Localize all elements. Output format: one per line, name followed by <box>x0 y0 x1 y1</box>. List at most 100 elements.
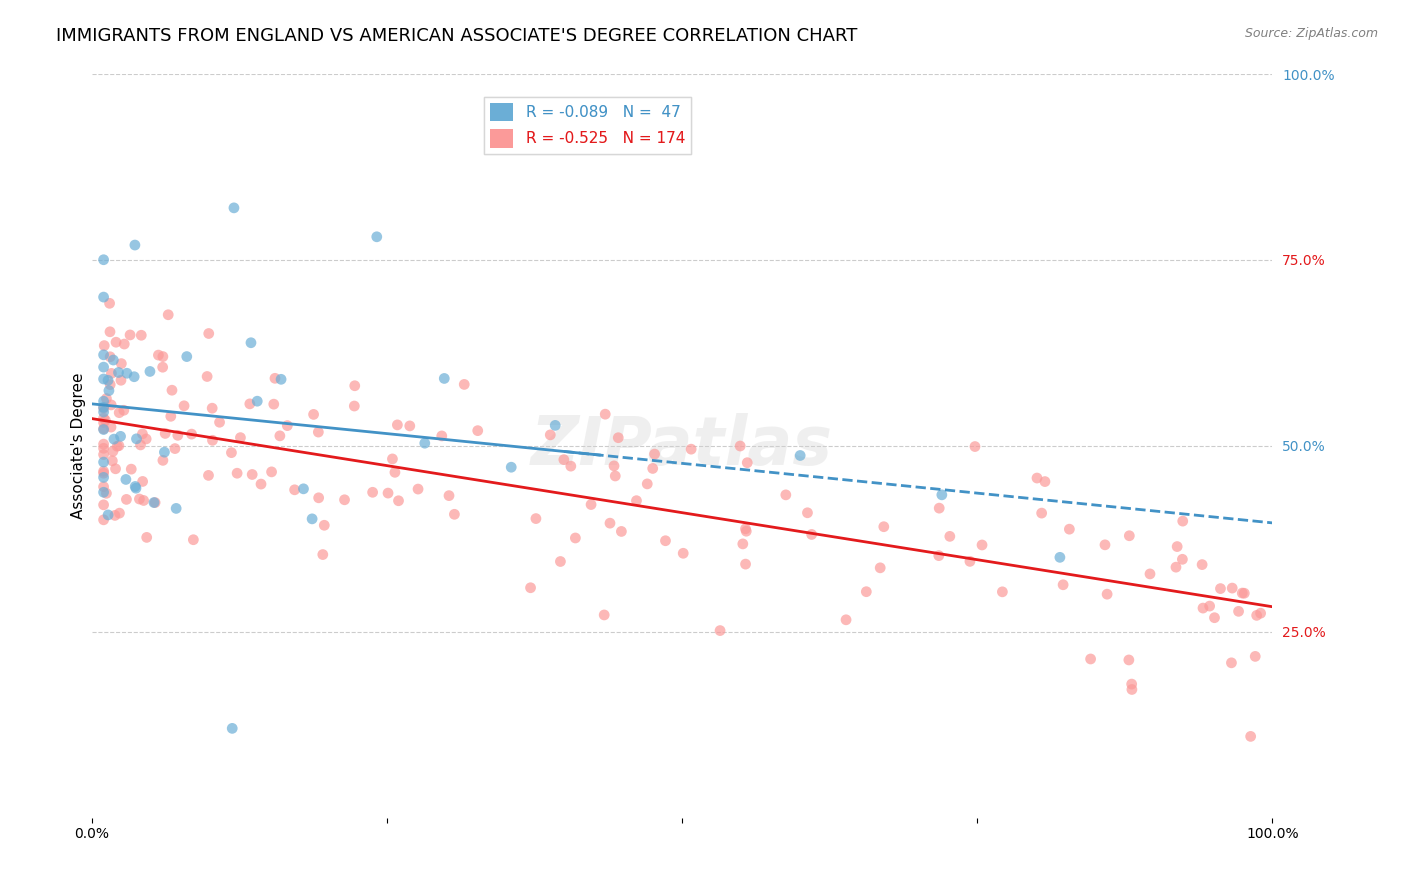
Point <box>1095 587 1118 601</box>
Point <box>1233 586 1256 600</box>
Point <box>93 448 115 462</box>
Point <box>270 372 292 386</box>
Point <box>143 495 166 509</box>
Point <box>195 369 218 384</box>
Point <box>221 445 243 459</box>
Point <box>93 422 115 436</box>
Point <box>104 462 127 476</box>
Point <box>437 489 460 503</box>
Point <box>728 439 751 453</box>
Point <box>654 533 676 548</box>
Point <box>333 492 356 507</box>
Point <box>387 417 409 432</box>
Point <box>110 373 132 387</box>
Point <box>93 498 115 512</box>
Point <box>605 469 627 483</box>
Point <box>1192 601 1215 615</box>
Point <box>93 416 115 430</box>
Point <box>101 454 124 468</box>
Point <box>381 452 404 467</box>
Point <box>124 238 146 252</box>
Point <box>301 512 323 526</box>
Point <box>226 467 249 481</box>
Point <box>173 399 195 413</box>
Point <box>377 486 399 500</box>
Point <box>538 428 561 442</box>
Point <box>1164 560 1187 574</box>
Point <box>308 491 330 505</box>
Point <box>1166 540 1188 554</box>
Point <box>636 476 658 491</box>
Point <box>100 420 122 434</box>
Point <box>264 371 287 385</box>
Point <box>93 455 115 469</box>
Point <box>105 335 128 350</box>
Point <box>239 397 262 411</box>
Point <box>208 415 231 429</box>
Point <box>564 531 586 545</box>
Y-axis label: Associate's Degree: Associate's Degree <box>72 373 86 519</box>
Point <box>524 511 547 525</box>
Point <box>132 493 155 508</box>
Point <box>302 408 325 422</box>
Point <box>579 498 602 512</box>
Point <box>959 554 981 568</box>
Point <box>201 434 224 448</box>
Point <box>97 373 120 387</box>
Point <box>644 447 666 461</box>
Point <box>931 488 953 502</box>
Point <box>307 425 329 439</box>
Point <box>93 411 115 425</box>
Point <box>1246 608 1268 623</box>
Point <box>398 418 420 433</box>
Point <box>1240 730 1263 744</box>
Point <box>101 444 124 458</box>
Point <box>672 546 695 560</box>
Text: ZIPatlas: ZIPatlas <box>531 413 834 479</box>
Point <box>1049 550 1071 565</box>
Point <box>96 392 118 406</box>
Point <box>180 427 202 442</box>
Point <box>413 436 436 450</box>
Point <box>873 519 896 533</box>
Point <box>550 554 572 568</box>
Point <box>93 372 115 386</box>
Point <box>110 357 132 371</box>
Point <box>1094 538 1116 552</box>
Point <box>1227 604 1250 618</box>
Point <box>314 518 336 533</box>
Point <box>93 470 115 484</box>
Point <box>105 439 128 453</box>
Point <box>125 432 148 446</box>
Point <box>125 481 148 495</box>
Point <box>93 394 115 409</box>
Point <box>93 290 115 304</box>
Point <box>160 383 183 397</box>
Point <box>93 437 115 451</box>
Point <box>593 607 616 622</box>
Point <box>115 472 138 486</box>
Point <box>734 522 756 536</box>
Point <box>197 468 219 483</box>
Point <box>93 466 115 480</box>
Point <box>229 431 252 445</box>
Point <box>467 424 489 438</box>
Point <box>1118 529 1140 543</box>
Point <box>1052 578 1074 592</box>
Point <box>1220 581 1243 595</box>
Point <box>610 524 633 539</box>
Point <box>789 449 811 463</box>
Point <box>112 403 135 417</box>
Point <box>855 584 877 599</box>
Point <box>221 722 243 736</box>
Point <box>1059 522 1081 536</box>
Point <box>120 328 142 343</box>
Point <box>735 524 758 539</box>
Point <box>796 506 818 520</box>
Point <box>928 549 950 563</box>
Point <box>97 508 120 522</box>
Point <box>240 467 263 482</box>
Point <box>681 442 703 457</box>
Point <box>131 426 153 441</box>
Point <box>152 453 174 467</box>
